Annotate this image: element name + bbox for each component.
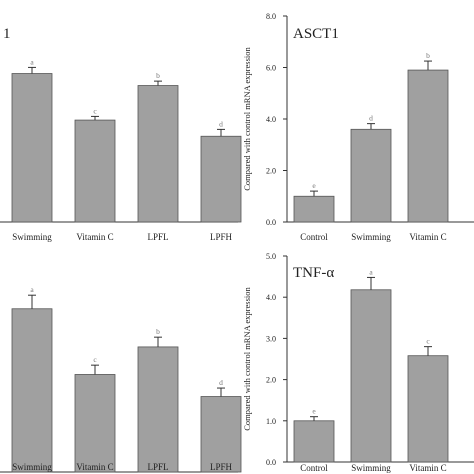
y-tick-label: 4.0 [266, 115, 276, 124]
panel-title: ASCT1 [293, 26, 339, 42]
category-label: LPFL [147, 462, 168, 472]
category-label: LPFH [210, 232, 233, 242]
significance-letter: d [219, 119, 223, 128]
significance-letter: b [156, 327, 160, 336]
significance-letter: c [93, 355, 97, 364]
category-label: Vitamin C [409, 463, 446, 473]
significance-letter: d [369, 114, 373, 123]
significance-letter: e [312, 181, 316, 190]
category-label: Vitamin C [76, 462, 113, 472]
y-tick-label: 5.0 [266, 252, 276, 261]
bar [293, 195, 335, 223]
significance-letter: e [312, 407, 316, 416]
y-tick-label: 4.0 [266, 293, 276, 302]
bar [11, 308, 53, 473]
y-tick-label: 0.0 [266, 218, 276, 227]
category-label: Vitamin C [76, 232, 113, 242]
bar [200, 135, 242, 223]
bar [350, 128, 392, 223]
category-label: Swimming [12, 462, 52, 472]
panel-title: 1 [3, 26, 11, 42]
y-tick-label: 1.0 [266, 417, 276, 426]
significance-letter: a [369, 267, 373, 276]
category-label: Swimming [351, 463, 391, 473]
significance-letter: b [426, 51, 430, 60]
category-label: Control [300, 232, 328, 242]
significance-letter: c [426, 337, 430, 346]
significance-letter: c [93, 106, 97, 115]
y-axis-label: Compared with control mRNA expression [242, 46, 252, 190]
bar [74, 119, 116, 223]
bar [74, 374, 116, 473]
significance-letter: a [30, 57, 34, 66]
bar [137, 85, 179, 223]
bar [11, 73, 53, 223]
bar [350, 289, 392, 463]
category-label: Control [300, 463, 328, 473]
bar [407, 69, 449, 223]
y-tick-label: 0.0 [266, 458, 276, 467]
significance-letter: d [219, 378, 223, 387]
y-tick-label: 2.0 [266, 376, 276, 385]
y-tick-label: 6.0 [266, 64, 276, 73]
category-label: LPFH [210, 462, 233, 472]
category-label: Swimming [351, 232, 391, 242]
category-label: Vitamin C [409, 232, 446, 242]
significance-letter: b [156, 71, 160, 80]
category-label: LPFL [147, 232, 168, 242]
y-tick-label: 2.0 [266, 167, 276, 176]
category-label: Swimming [12, 232, 52, 242]
bar [407, 355, 449, 463]
y-tick-label: 3.0 [266, 334, 276, 343]
significance-letter: a [30, 285, 34, 294]
bar [200, 396, 242, 473]
bar [293, 420, 335, 463]
panel-title: TNF-α [293, 265, 334, 281]
bar [137, 346, 179, 473]
y-axis-label: Compared with control mRNA expression [242, 286, 252, 430]
y-tick-label: 8.0 [266, 12, 276, 21]
